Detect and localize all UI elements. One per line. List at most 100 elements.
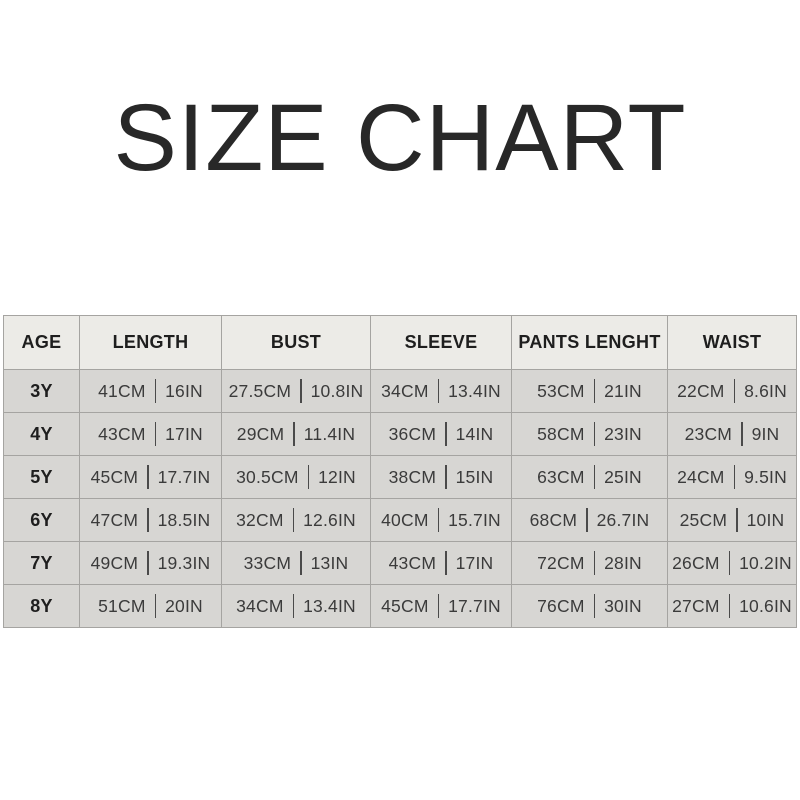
in-value: 10.2IN [739,552,792,573]
in-value: 21IN [604,380,642,401]
cm-value: 27.5CM [228,380,292,401]
age-cell: 4Y [3,412,80,456]
cm-value: 45CM [90,466,139,487]
cm-value: 26CM [672,552,720,573]
in-value: 28IN [604,552,642,573]
measurement-cell: 45CM 17.7IN [79,455,222,499]
cm-value: 30.5CM [236,466,299,487]
cm-value: 53CM [537,380,585,401]
cm-in-pair: 49CM 19.3IN [91,551,211,575]
cm-value: 72CM [537,552,585,573]
in-value: 13.4IN [448,380,501,401]
column-header-waist: WAIST [667,315,797,370]
cm-value: 51CM [98,595,146,616]
unit-divider [292,594,295,618]
measurement-cell: 34CM 13.4IN [370,369,512,413]
unit-divider [147,508,149,532]
unit-divider [154,422,157,446]
unit-divider [147,465,149,489]
in-value: 19.3IN [157,552,211,573]
unit-divider [292,508,295,532]
in-value: 17IN [455,552,494,573]
in-value: 12IN [318,466,356,487]
cm-in-pair: 36CM 14IN [389,422,494,446]
in-value: 20IN [165,595,203,616]
measurement-cell: 41CM 16IN [79,369,222,413]
measurement-cell: 53CM 21IN [511,369,668,413]
column-header-pants-lenght: PANTS LENGHT [511,315,668,370]
column-header-age: AGE [3,315,80,370]
unit-divider [728,551,731,575]
measurement-cell: 47CM 18.5IN [79,498,222,542]
age-cell: 7Y [3,541,80,585]
table-row: 6Y 47CM 18.5IN 32CM 12.6IN 40CM 15.7IN 68CM 26.7… [3,498,797,542]
unit-divider [300,551,302,575]
measurement-cell: 49CM 19.3IN [79,541,222,585]
measurement-cell: 32CM 12.6IN [221,498,371,542]
unit-divider [733,379,736,403]
in-value: 9IN [751,423,780,444]
cm-in-pair: 29CM 11.4IN [237,422,355,446]
cm-value: 40CM [381,509,429,530]
measurement-cell: 27CM 10.6IN [667,584,797,628]
table-header-row: AGE LENGTH BUST SLEEVE PANTS LENGHT WAIST [3,315,797,370]
cm-in-pair: 34CM 13.4IN [236,594,356,618]
cm-value: 34CM [236,595,284,616]
measurement-cell: 51CM 20IN [79,584,222,628]
unit-divider [293,422,295,446]
cm-in-pair: 76CM 30IN [537,594,642,618]
page-title: SIZE CHART [113,85,687,191]
unit-divider [300,379,302,403]
cm-in-pair: 27CM 10.6IN [672,594,792,618]
measurement-cell: 45CM 17.7IN [370,584,512,628]
cm-value: 22CM [677,380,725,401]
measurement-cell: 30.5CM 12IN [221,455,371,499]
unit-divider [741,422,743,446]
measurement-cell: 38CM 15IN [370,455,512,499]
cm-value: 23CM [684,423,733,444]
cm-value: 25CM [679,509,728,530]
cm-value: 33CM [243,552,292,573]
cm-in-pair: 72CM 28IN [537,551,642,575]
column-header-bust: BUST [221,315,371,370]
cm-in-pair: 40CM 15.7IN [381,508,501,532]
cm-in-pair: 43CM 17IN [389,551,494,575]
measurement-cell: 24CM 9.5IN [667,455,797,499]
unit-divider [586,508,588,532]
in-value: 23IN [604,423,642,444]
cm-value: 68CM [529,509,578,530]
unit-divider [593,379,596,403]
cm-value: 24CM [677,466,725,487]
table-row: 5Y 45CM 17.7IN 30.5CM 12IN 38CM 15IN 63CM 25IN 24… [3,455,797,499]
in-value: 12.6IN [303,509,356,530]
cm-in-pair: 53CM 21IN [537,379,642,403]
cm-in-pair: 27.5CM 10.8IN [229,379,364,403]
column-header-sleeve: SLEEVE [370,315,512,370]
unit-divider [154,379,157,403]
cm-in-pair: 23CM 9IN [685,422,780,446]
cm-value: 58CM [537,423,585,444]
size-chart-table-container: AGE LENGTH BUST SLEEVE PANTS LENGHT WAIST 3Y 4… [3,315,797,628]
cm-value: 47CM [90,509,139,530]
in-value: 10IN [746,509,785,530]
unit-divider [154,594,157,618]
unit-divider [445,551,447,575]
in-value: 10.6IN [739,595,792,616]
cm-value: 43CM [98,423,146,444]
in-value: 13IN [310,552,349,573]
table-body: 3Y 41CM 16IN 27.5CM 10.8IN 34CM 13.4IN 53CM 21IN… [3,369,797,628]
cm-in-pair: 34CM 13.4IN [381,379,501,403]
cm-in-pair: 41CM 16IN [98,379,203,403]
cm-value: 34CM [381,380,429,401]
cm-in-pair: 32CM 12.6IN [236,508,356,532]
cm-in-pair: 68CM 26.7IN [530,508,650,532]
cm-in-pair: 22CM 8.6IN [677,379,787,403]
cm-in-pair: 58CM 23IN [537,422,642,446]
cm-in-pair: 45CM 17.7IN [91,465,211,489]
in-value: 8.6IN [744,380,787,401]
cm-value: 36CM [388,423,437,444]
cm-value: 29CM [236,423,285,444]
measurement-cell: 63CM 25IN [511,455,668,499]
measurement-cell: 25CM 10IN [667,498,797,542]
in-value: 17IN [165,423,203,444]
